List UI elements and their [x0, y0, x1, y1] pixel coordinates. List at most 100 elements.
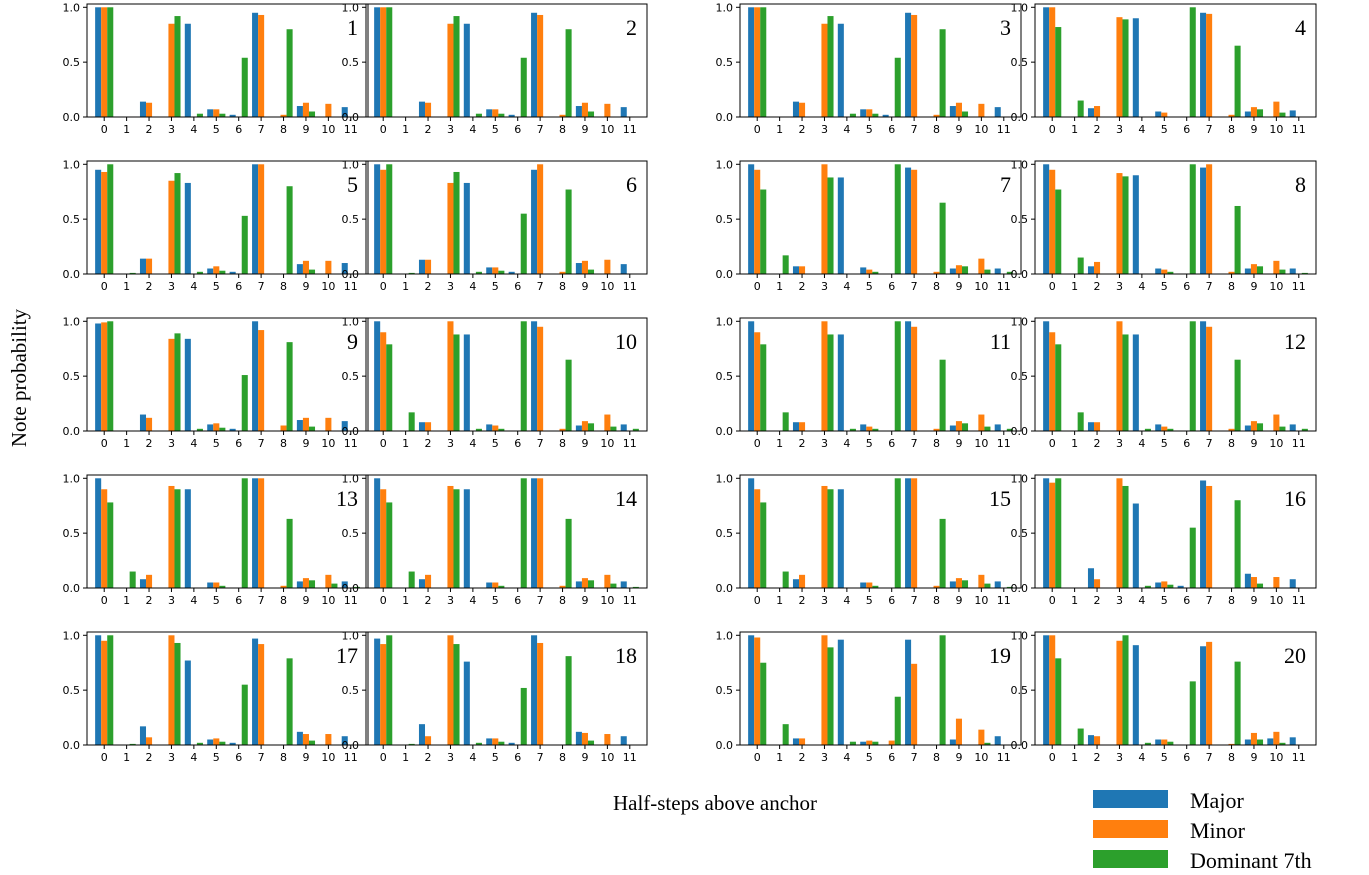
bar-dominant-7th-8	[1234, 205, 1241, 274]
x-tick-label: 7	[911, 437, 918, 450]
bar-dominant-7th-4	[475, 742, 482, 745]
plot-frame	[365, 160, 648, 275]
y-tick-label: 1.0	[342, 1, 360, 14]
subplot-16: 0.0 0.5 1.0 0 1 2 3 4 5 6 7 8 9 10 11 16	[1011, 472, 1317, 607]
bar-major-7	[252, 638, 259, 745]
bar-minor-0	[101, 171, 108, 274]
bar-major-11	[341, 263, 348, 274]
x-tick-label: 11	[623, 594, 637, 607]
x-tick-label: 11	[997, 437, 1011, 450]
y-tick-label: 1.0	[716, 1, 734, 14]
bar-major-4	[463, 182, 470, 274]
subplot-11: 0.0 0.5 1.0 0 1 2 3 4 5 6 7 8 9 10 11 11	[716, 315, 1022, 450]
bar-major-5	[860, 109, 867, 117]
panel-number: 8	[1295, 172, 1306, 197]
bar-minor-2	[425, 422, 432, 431]
bar-major-0	[374, 164, 381, 274]
bar-dominant-7th-0	[760, 344, 767, 431]
bar-dominant-7th-0	[760, 502, 767, 588]
y-tick-label: 1.0	[716, 315, 734, 328]
x-tick-label: 9	[955, 123, 962, 136]
x-tick-label: 3	[168, 751, 175, 764]
bar-minor-6	[888, 740, 895, 745]
bar-dominant-7th-3	[174, 333, 181, 431]
x-tick-label: 0	[380, 437, 387, 450]
x-tick-label: 8	[1228, 280, 1235, 293]
panel-number: 13	[336, 486, 358, 511]
bar-dominant-7th-9	[308, 269, 316, 274]
bar-major-9	[296, 264, 303, 274]
bar-dominant-7th-3	[827, 334, 834, 431]
x-tick-label: 8	[933, 594, 940, 607]
bar-major-0	[1043, 321, 1050, 431]
bar-major-5	[860, 424, 867, 431]
bar-minor-3	[168, 338, 175, 431]
bar-dominant-7th-9	[308, 111, 316, 117]
bar-minor-0	[380, 332, 387, 431]
bar-minor-8	[933, 114, 940, 117]
y-tick-label: 1.0	[342, 158, 360, 171]
subplot-17: 0.0 0.5 1.0 0 1 2 3 4 5 6 7 8 9 10 11 17	[63, 629, 369, 764]
y-tick-label: 0.5	[63, 527, 81, 540]
bar-minor-0	[1049, 7, 1056, 117]
panel-number: 16	[1284, 486, 1306, 511]
bar-dominant-7th-8	[565, 656, 572, 745]
y-tick-label: 1.0	[342, 315, 360, 328]
bar-minor-10	[604, 259, 611, 274]
bar-minor-9	[581, 102, 588, 117]
plot-frame	[365, 3, 648, 118]
x-tick-label: 0	[754, 280, 761, 293]
bar-major-6	[229, 742, 236, 745]
panel-number: 19	[989, 643, 1011, 668]
bar-major-9	[1244, 111, 1251, 117]
bar-dominant-7th-9	[587, 423, 595, 431]
x-tick-label: 4	[843, 123, 850, 136]
bar-dominant-7th-6	[894, 57, 901, 117]
x-tick-label: 5	[213, 751, 220, 764]
x-tick-label: 2	[799, 123, 806, 136]
bar-minor-2	[1094, 422, 1101, 431]
x-tick-label: 6	[888, 437, 895, 450]
x-tick-label: 0	[380, 123, 387, 136]
bar-dominant-7th-4	[475, 428, 482, 431]
bar-minor-3	[447, 321, 454, 431]
x-tick-label: 2	[425, 437, 432, 450]
bar-minor-7	[537, 326, 544, 431]
x-tick-label: 10	[321, 123, 335, 136]
bar-minor-3	[168, 180, 175, 274]
bar-minor-7	[258, 164, 265, 274]
bar-dominant-7th-9	[587, 580, 595, 588]
bar-minor-5	[1161, 112, 1168, 117]
bar-major-7	[1200, 321, 1207, 431]
x-tick-label: 7	[537, 594, 544, 607]
x-tick-label: 0	[754, 123, 761, 136]
bar-major-0	[748, 478, 755, 588]
x-tick-label: 7	[1206, 594, 1213, 607]
bar-major-9	[949, 268, 956, 274]
bar-dominant-7th-4	[196, 271, 203, 274]
y-tick-label: 1.0	[1011, 629, 1029, 642]
bar-dominant-7th-5	[219, 741, 226, 745]
bar-dominant-7th-5	[219, 427, 226, 431]
x-tick-label: 6	[514, 751, 521, 764]
bar-dominant-7th-4	[849, 428, 856, 431]
bar-major-5	[860, 267, 867, 274]
panel-number: 1	[347, 15, 358, 40]
bar-dominant-7th-4	[196, 113, 203, 117]
bar-minor-9	[302, 102, 309, 117]
bar-minor-8	[559, 428, 566, 431]
x-tick-label: 1	[402, 594, 409, 607]
x-tick-label: 4	[1138, 280, 1145, 293]
bar-dominant-7th-3	[453, 644, 460, 745]
bar-major-2	[418, 259, 426, 274]
y-tick-label: 0.5	[716, 527, 734, 540]
bar-dominant-7th-8	[286, 186, 293, 274]
x-tick-label: 10	[1269, 123, 1283, 136]
bar-dominant-7th-5	[872, 585, 879, 588]
y-tick-label: 0.5	[716, 370, 734, 383]
x-tick-label: 9	[302, 437, 309, 450]
x-tick-label: 5	[1161, 123, 1168, 136]
x-tick-label: 8	[559, 437, 566, 450]
x-tick-label: 11	[997, 751, 1011, 764]
bar-dominant-7th-3	[174, 489, 181, 588]
